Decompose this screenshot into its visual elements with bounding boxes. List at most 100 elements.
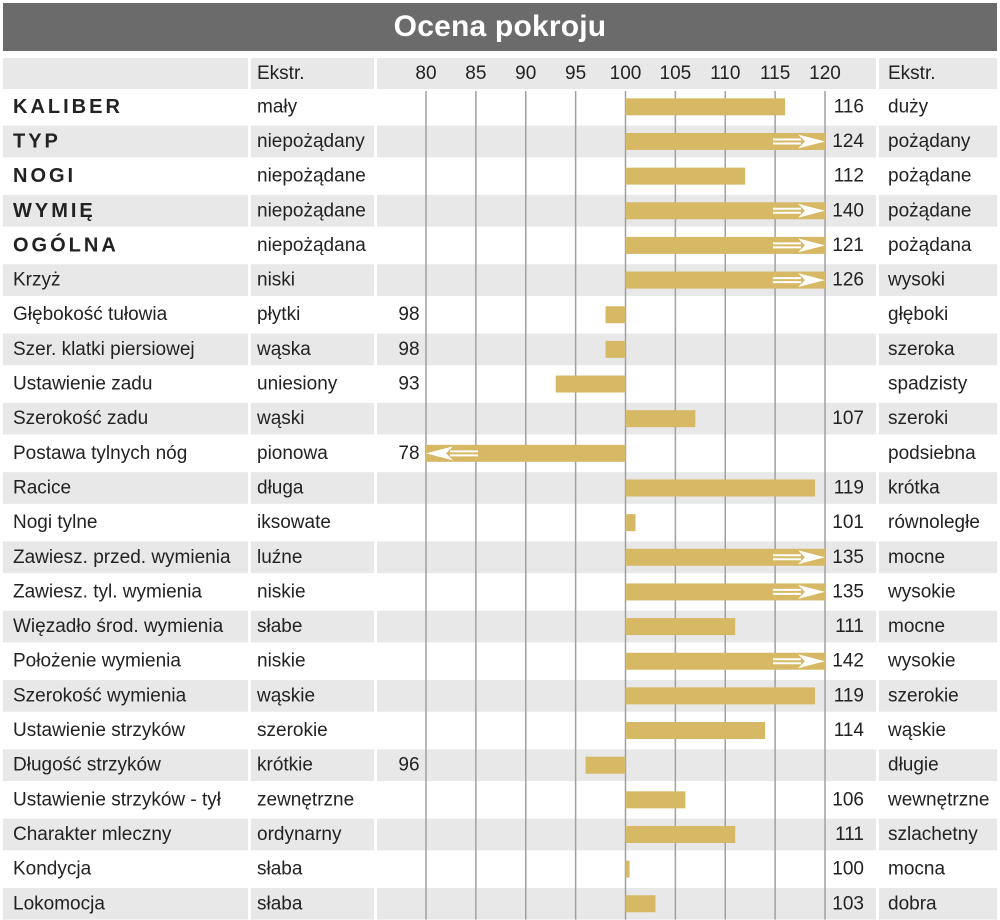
- tick-label: 120: [809, 63, 841, 84]
- low-extreme-label: szerokie: [257, 720, 328, 741]
- value-label: 106: [832, 789, 864, 810]
- value-label: 101: [832, 512, 864, 533]
- tick-label: 85: [465, 63, 486, 84]
- bar: [625, 652, 825, 670]
- bar: [625, 98, 786, 116]
- row-bg: [3, 472, 997, 504]
- bar: [625, 271, 825, 289]
- trait-label: Głębokość tułowia: [13, 304, 168, 325]
- high-extreme-label: wysoki: [887, 270, 945, 291]
- trait-label-bold: KALIBER: [13, 96, 123, 118]
- high-extreme-label: szerokie: [888, 685, 959, 706]
- overflow-arrow: [426, 446, 453, 461]
- high-extreme-label: pożądane: [888, 200, 971, 221]
- row-bg: [3, 264, 997, 296]
- value-label: 96: [398, 755, 419, 776]
- high-extreme-label: mocna: [888, 859, 945, 880]
- header-row-bg: [3, 58, 997, 89]
- row-bg: [3, 402, 997, 435]
- row-bg: [3, 194, 997, 227]
- low-extreme-label: wąskie: [256, 685, 315, 706]
- bar: [625, 167, 746, 185]
- high-extreme-label: szeroka: [888, 339, 955, 360]
- trait-label: Długość strzyków: [13, 755, 161, 776]
- high-extreme-label: wewnętrzne: [887, 789, 989, 810]
- low-extreme-label: słaba: [257, 859, 303, 880]
- low-extreme-label: krótkie: [257, 755, 313, 776]
- high-extreme-label: głęboki: [888, 304, 948, 325]
- tick-label: 115: [760, 63, 790, 84]
- row-bg: [3, 333, 997, 366]
- high-extreme-label: spadzisty: [888, 374, 968, 395]
- overflow-arrow: [798, 654, 825, 669]
- column-separator: [248, 58, 251, 920]
- low-extreme-label: uniesiony: [257, 374, 338, 395]
- trait-label: Szerokość wymienia: [13, 685, 187, 706]
- low-extreme-label: luźne: [257, 547, 302, 568]
- bar: [625, 618, 736, 636]
- value-label: 112: [834, 166, 864, 187]
- bar: [625, 791, 686, 809]
- trait-label: Zawiesz. tyl. wymienia: [13, 581, 202, 602]
- low-extreme-label: wąska: [256, 339, 311, 360]
- bar: [625, 895, 656, 913]
- trait-label: Szerokość zadu: [13, 408, 148, 429]
- low-extreme-label: słaba: [257, 893, 303, 914]
- low-extreme-label: niskie: [257, 651, 306, 672]
- high-extreme-label: wąskie: [887, 720, 946, 741]
- value-label: 116: [834, 96, 864, 117]
- low-extreme-label: niepożądane: [257, 166, 366, 187]
- bar: [605, 340, 626, 358]
- row-bg: [3, 610, 997, 643]
- bar: [625, 132, 825, 150]
- value-label: 119: [834, 477, 864, 498]
- row-bg: [3, 541, 997, 574]
- value-label: 111: [835, 824, 864, 845]
- value-label: 121: [832, 235, 864, 256]
- trait-label: Racice: [13, 477, 71, 498]
- row-bg: [3, 818, 997, 851]
- bar: [625, 722, 766, 740]
- high-extreme-label: duży: [888, 96, 929, 117]
- low-extreme-label: pionowa: [257, 443, 328, 464]
- tick-label: 95: [565, 63, 586, 84]
- high-extreme-label: pożądany: [888, 131, 971, 152]
- tick-label: 80: [415, 63, 436, 84]
- overflow-arrow: [798, 550, 825, 565]
- high-extreme-label: krótka: [888, 477, 940, 498]
- trait-label: Postawa tylnych nóg: [13, 443, 187, 464]
- low-extreme-label: niepożądana: [257, 235, 366, 256]
- row-bg: [3, 887, 997, 920]
- overflow-arrow: [798, 584, 825, 599]
- value-label: 103: [832, 893, 864, 914]
- trait-label: Więzadło środ. wymienia: [13, 616, 224, 637]
- bar: [625, 514, 636, 532]
- low-extreme-label: ordynarny: [257, 824, 342, 845]
- bar: [625, 548, 825, 566]
- column-separator: [876, 58, 879, 920]
- high-extreme-label: mocne: [888, 616, 945, 637]
- value-label: 119: [834, 685, 864, 706]
- trait-label: Kondycja: [13, 859, 92, 880]
- high-extreme-label: pożądane: [888, 166, 971, 187]
- low-extreme-label: zewnętrzne: [257, 789, 354, 810]
- trait-label: Nogi tylne: [13, 512, 98, 533]
- value-label: 114: [834, 720, 865, 741]
- bar: [625, 410, 696, 428]
- tick-label: 110: [710, 63, 740, 84]
- value-label: 126: [832, 270, 864, 291]
- trait-label: Położenie wymienia: [13, 651, 181, 672]
- trait-label: Ustawienie strzyków - tył: [13, 789, 222, 810]
- high-extreme-label: mocne: [888, 547, 945, 568]
- trait-label-bold: TYP: [13, 130, 61, 152]
- bar: [625, 825, 736, 843]
- bar: [625, 583, 825, 601]
- value-label: 100: [832, 859, 864, 880]
- value-label: 78: [398, 443, 419, 464]
- bar: [605, 306, 626, 324]
- trait-label: Ustawienie strzyków: [13, 720, 185, 741]
- trait-label: Krzyż: [13, 270, 61, 291]
- bar: [625, 202, 825, 220]
